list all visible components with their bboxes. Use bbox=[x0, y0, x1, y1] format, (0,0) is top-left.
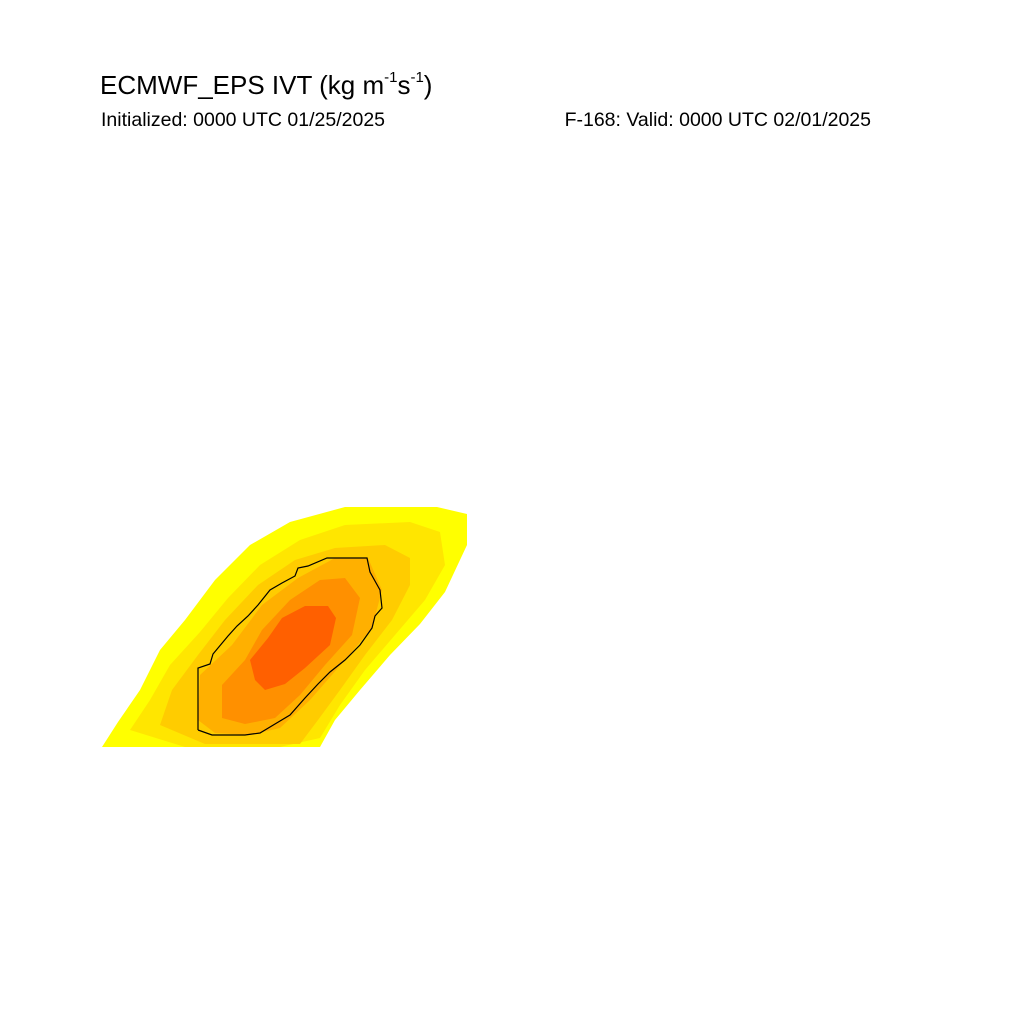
initialized-time: Initialized: 0000 UTC 01/25/2025 bbox=[101, 109, 386, 131]
ivt-shading bbox=[102, 507, 467, 747]
ivt-contour-500: 60oN50oN40oN30oN20oN160oW150oW140oW130oW… bbox=[197, 557, 383, 736]
ivt-area-700 bbox=[250, 606, 336, 690]
chart-title: ECMWF_EPS IVT (kg m-1s-1) bbox=[100, 69, 433, 100]
valid-time: F-168: Valid: 0000 UTC 02/01/2025 bbox=[564, 109, 871, 131]
